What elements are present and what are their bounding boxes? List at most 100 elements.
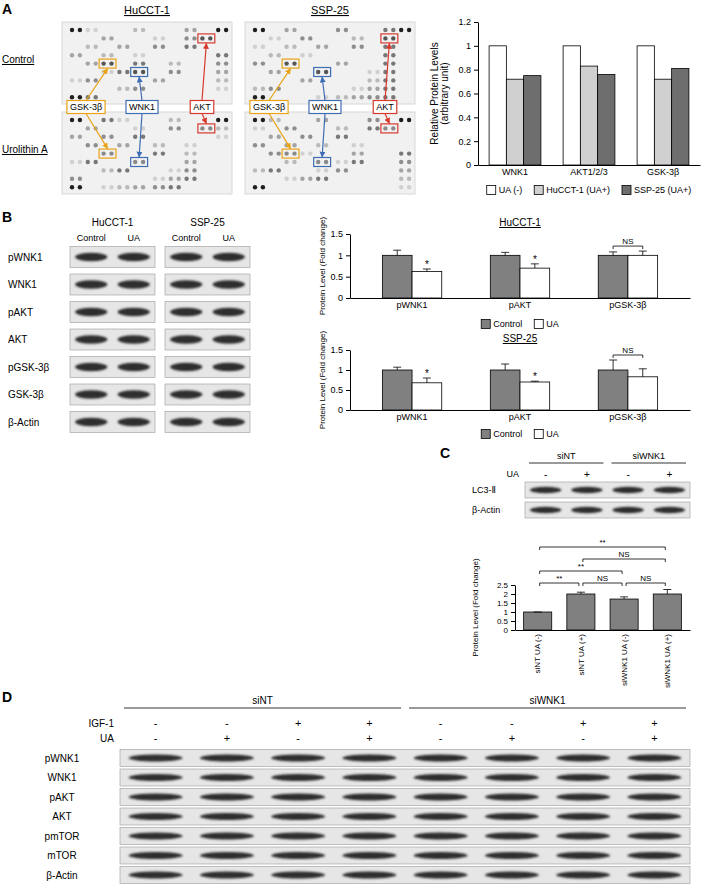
array-spot (375, 118, 379, 122)
tick: 0.8 (458, 65, 478, 75)
arrow (139, 77, 142, 101)
tick-label: 0.5 (330, 272, 343, 282)
tick: AKT1/2/3 (570, 165, 608, 177)
band (414, 833, 468, 840)
array-spot (391, 126, 395, 130)
array-spot (277, 70, 281, 74)
array-spot (277, 168, 281, 172)
comparison-bracket (583, 559, 665, 562)
array-spot (133, 126, 137, 130)
blot-row: pAKT (49, 789, 690, 806)
treatment-sign: - (439, 717, 443, 729)
array-spot (200, 126, 204, 130)
band (271, 852, 325, 859)
array-spot (292, 126, 296, 130)
error-bar (639, 251, 647, 255)
array-spot (292, 45, 296, 49)
array-spot (383, 45, 387, 49)
array-spot (261, 118, 265, 122)
band (129, 813, 183, 820)
blot-membrane (165, 247, 250, 268)
panel-letter: D (2, 689, 12, 705)
array-spot (86, 160, 90, 164)
bar (580, 66, 597, 165)
array-spot (169, 177, 173, 181)
chart-title: HuCCT-1 (499, 217, 541, 228)
array-spot (316, 95, 320, 99)
array-spot (360, 160, 364, 164)
array-spot (109, 70, 113, 74)
array-spot (216, 61, 220, 65)
y-axis: 00.511.5 (330, 345, 350, 415)
array-spot (316, 168, 320, 172)
significance-bracket (613, 246, 643, 249)
treatment-sign: - (510, 717, 514, 729)
significance-label: NS (622, 346, 633, 355)
arrow (322, 114, 325, 158)
error-cap (577, 592, 585, 593)
x-axis: pWNK1pAKTpGSK-3β (351, 410, 691, 422)
error-bar (501, 364, 509, 370)
array-spot (261, 126, 265, 130)
cell-line-label: HuCCT-1 (92, 217, 134, 228)
array-spot (177, 168, 181, 172)
treatment-sign: + (509, 732, 515, 744)
blot-panel: siNTsiWNK1IGF-1--++--++UA-+-+-+-+pWNK1WN… (45, 695, 690, 884)
error-cap (501, 364, 509, 365)
tick-label: 1.5 (497, 599, 509, 608)
blot-membrane (70, 412, 155, 433)
error-bar (393, 250, 401, 255)
y-axis-line (515, 586, 516, 631)
array-spot (70, 95, 74, 99)
bar (567, 594, 595, 630)
tick-mark (346, 277, 350, 278)
spot-box (99, 59, 116, 68)
array-spot (324, 168, 328, 172)
array-spot (101, 61, 105, 65)
array-spot (117, 87, 121, 91)
array-spot (269, 53, 273, 57)
blot-row: β-Actin (472, 502, 690, 518)
y-axis: 00.511.5 (330, 229, 350, 303)
band (200, 852, 254, 859)
array-spot (292, 151, 296, 155)
error-cap (663, 589, 671, 590)
tick-mark (346, 350, 350, 351)
blot-label: GSK-3β (8, 389, 44, 400)
array-title: HuCCT-1 (124, 4, 170, 16)
tick-label: 2 (504, 590, 509, 599)
array-spot (101, 53, 105, 57)
array-spot (407, 185, 411, 189)
band (118, 308, 150, 316)
array-spot (86, 28, 90, 32)
bar (412, 383, 442, 410)
array-spot (344, 135, 348, 139)
array-spot (141, 135, 145, 139)
array-spot (300, 53, 304, 57)
treatment-sign: - (544, 469, 547, 480)
band (627, 774, 681, 781)
array-spot (383, 36, 387, 40)
array-spot (177, 118, 181, 122)
blot-membrane (70, 302, 155, 323)
blot-row: GSK-3β (8, 384, 250, 405)
blot-row: pGSK-3β (8, 357, 250, 378)
legend: UA (-)HuCCT-1 (UA+)SSP-25 (UA+) (487, 185, 692, 195)
y-axis-line (350, 351, 351, 411)
tick-mark (511, 603, 515, 604)
band (556, 774, 610, 781)
array-spot (399, 185, 403, 189)
error-cap (609, 251, 617, 252)
plot-area (524, 590, 682, 631)
array-spot (192, 177, 196, 181)
array-spot (391, 36, 395, 40)
array-spot (261, 28, 265, 32)
category-label: GSK-3β (647, 167, 679, 177)
tick-label: 0.8 (458, 65, 471, 75)
array-spot (336, 135, 340, 139)
lane-label: Control (172, 233, 201, 243)
array-spot (133, 70, 137, 74)
array-spot (261, 168, 265, 172)
blot-membrane (165, 274, 250, 295)
blot-membrane (70, 384, 155, 405)
